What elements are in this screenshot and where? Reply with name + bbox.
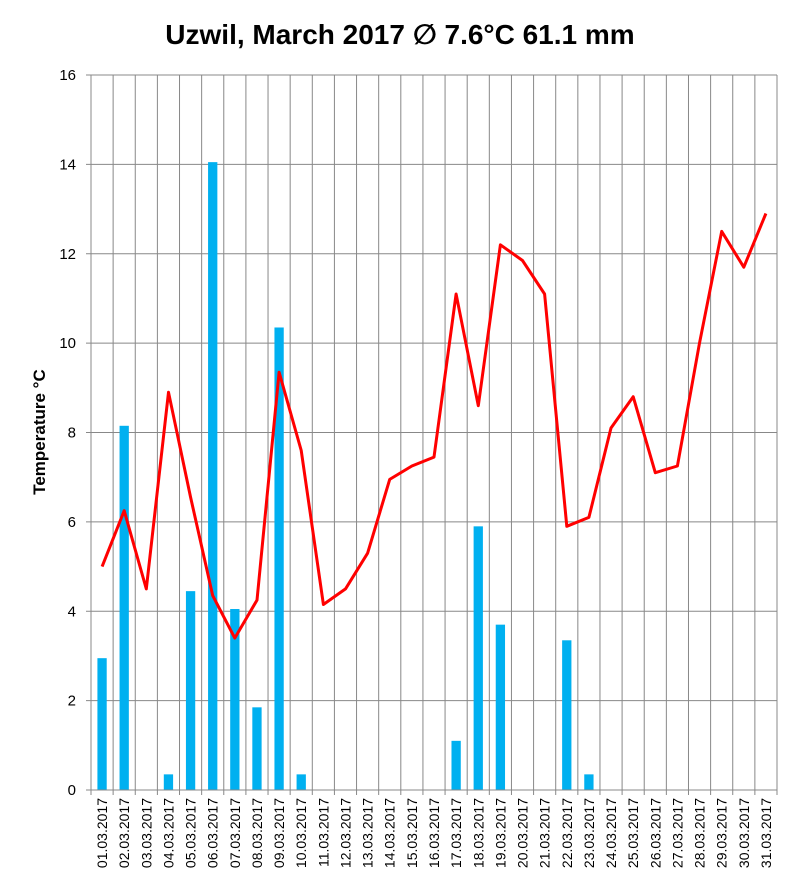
precip-bar-6 (208, 162, 218, 790)
y-tick-label: 16 (59, 67, 76, 84)
y-tick-labels: 0 2 4 6 8 10 12 14 16 (59, 67, 76, 799)
precip-bar-18 (473, 526, 483, 790)
y-tick-label: 0 (68, 782, 76, 799)
x-tick-label: 10.03.2017 (293, 798, 309, 868)
precip-bar-1 (97, 658, 107, 790)
precip-bar-2 (119, 425, 129, 790)
precip-bar-22 (562, 640, 572, 790)
y-tick-label: 14 (59, 156, 76, 173)
y-tick-label: 4 (68, 603, 76, 620)
x-tick-label: 07.03.2017 (227, 798, 243, 868)
x-tick-label: 29.03.2017 (714, 798, 730, 868)
x-tick-label: 08.03.2017 (249, 798, 265, 868)
x-tick-labels: 01.03.2017 02.03.2017 03.03.2017 04.03.2017… (94, 798, 774, 868)
x-tick-label: 11.03.2017 (315, 798, 331, 867)
x-tick-label: 15.03.2017 (404, 798, 420, 868)
x-tick-label: 02.03.2017 (116, 798, 132, 868)
x-tick-label: 12.03.2017 (338, 798, 354, 868)
precip-bar-5 (185, 591, 196, 790)
x-tick-label: 05.03.2017 (183, 798, 199, 868)
x-tick-label: 03.03.2017 (138, 798, 154, 868)
precipitation-bars (97, 162, 594, 790)
precip-bar-17 (451, 740, 461, 790)
x-tick-label: 30.03.2017 (736, 798, 752, 868)
precip-bar-4 (163, 774, 174, 790)
temperature-line (100, 212, 768, 640)
x-tick-label: 26.03.2017 (647, 798, 663, 868)
precip-bar-8 (252, 707, 262, 790)
precip-bar-7 (230, 609, 240, 790)
y-axis-label: Temperature °C (30, 369, 49, 495)
x-tick-label: 19.03.2017 (492, 798, 508, 868)
x-tick-label: 06.03.2017 (205, 798, 221, 868)
precip-bar-19 (495, 624, 506, 790)
x-tick-label: 16.03.2017 (426, 798, 442, 868)
precip-bar-10 (296, 774, 306, 790)
y-tick-label: 2 (68, 693, 76, 710)
x-tick-label: 21.03.2017 (537, 798, 553, 868)
precip-bar-23 (584, 774, 594, 790)
x-tick-label: 31.03.2017 (758, 798, 774, 868)
x-tick-label: 17.03.2017 (448, 798, 464, 868)
temperature-line-layer (100, 212, 768, 640)
x-tick-label: 28.03.2017 (692, 798, 708, 868)
x-tick-label: 04.03.2017 (161, 798, 177, 868)
y-tick-label: 6 (68, 514, 76, 531)
x-tick-label: 13.03.2017 (360, 798, 376, 868)
x-tick-label: 20.03.2017 (515, 798, 531, 868)
precip-bar-9 (274, 327, 284, 790)
x-tick-label: 23.03.2017 (581, 798, 597, 868)
x-tick-label: 27.03.2017 (669, 798, 685, 868)
y-tick-label: 8 (68, 425, 76, 442)
x-tick-label: 14.03.2017 (382, 798, 398, 868)
chart-title: Uzwil, March 2017 ∅ 7.6°C 61.1 mm (165, 19, 635, 50)
x-tick-label: 22.03.2017 (559, 798, 575, 868)
y-tick-label: 10 (59, 335, 76, 352)
x-tick-label: 25.03.2017 (625, 798, 641, 868)
axis-layer (86, 74, 778, 795)
x-tick-label: 24.03.2017 (603, 798, 619, 868)
y-tick-label: 12 (59, 246, 76, 263)
x-tick-label: 01.03.2017 (94, 798, 110, 868)
x-tick-label: 09.03.2017 (271, 798, 287, 868)
x-tick-label: 18.03.2017 (470, 798, 486, 868)
